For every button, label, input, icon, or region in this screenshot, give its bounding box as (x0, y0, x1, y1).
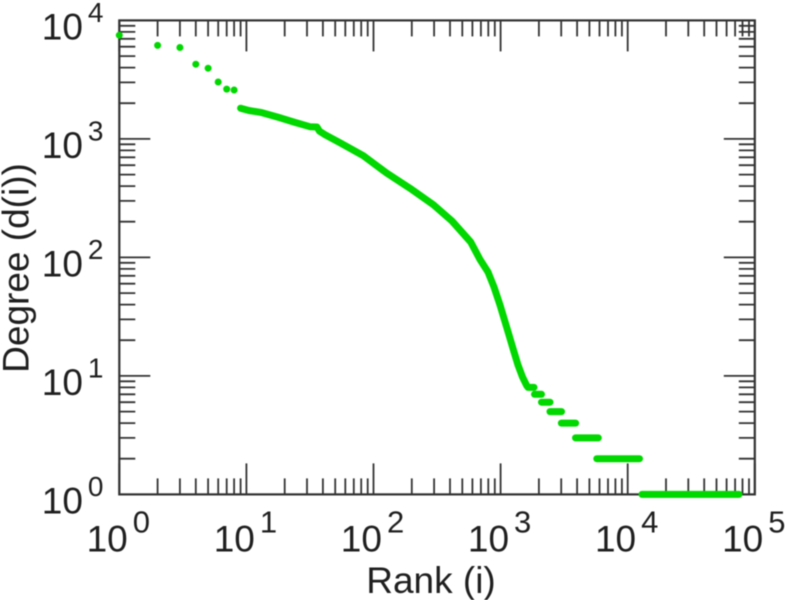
svg-text:Degree (d(i)): Degree (d(i)) (0, 163, 37, 373)
svg-text:Rank (i): Rank (i) (366, 560, 496, 600)
